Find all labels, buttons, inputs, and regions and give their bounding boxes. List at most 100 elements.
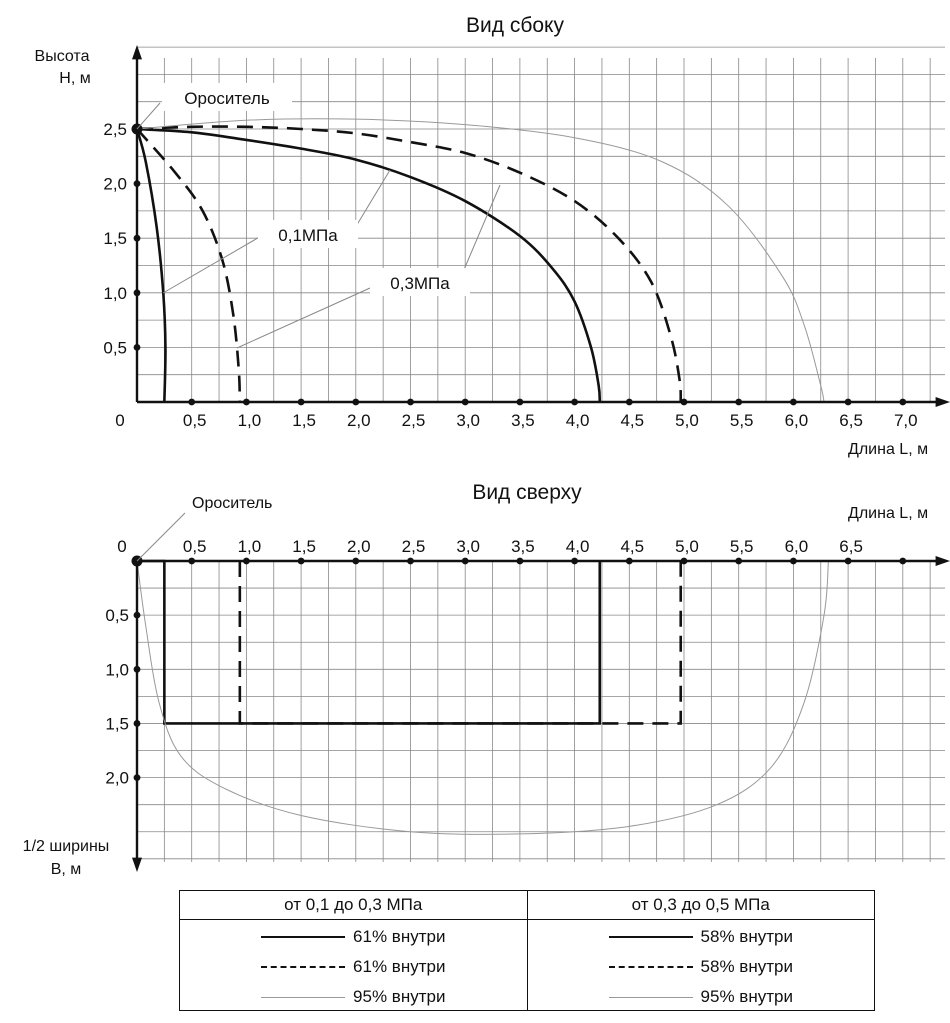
y-tick-label: 2,0	[105, 769, 129, 788]
y-tick-label: 1,0	[103, 284, 127, 303]
axis-tick-dot	[133, 344, 141, 351]
x-tick-label: 5,5	[730, 537, 754, 556]
axis-tick-dot	[188, 557, 196, 565]
axis-tick-dot	[352, 557, 360, 565]
series-dashed-line	[136, 125, 683, 403]
legend-row: 95% внутри 95% внутри	[179, 980, 875, 1011]
series-solid-line	[135, 128, 167, 403]
pressure-label-high: 0,3МПа	[390, 274, 450, 293]
x-tick-label: 0,5	[183, 411, 207, 430]
axis-tick-dot	[735, 557, 743, 565]
x-axis-label: Длина L, м	[848, 505, 928, 522]
x-tick-label: 4,0	[566, 411, 590, 430]
legend-table: от 0,1 до 0,3 МПа от 0,3 до 0,5 МПа 61% …	[179, 890, 875, 1011]
axis-tick-dot	[735, 398, 743, 406]
axis-tick-dot	[516, 557, 524, 565]
axis-tick-dot	[680, 557, 688, 565]
x-tick-label: 5,0	[675, 537, 699, 556]
axis-tick-dot	[571, 398, 578, 406]
origin-label: 0	[117, 537, 126, 556]
x-tick-label: 1,5	[292, 537, 316, 556]
side-view-chart: 0,5 1,0 1,5 2,0 2,5 3,0 3,5 4,0 4,5 5,0 5,5 6,0 6,5 7…	[35, 14, 950, 458]
legend-row: 61% внутри 58% внутри	[179, 919, 875, 950]
series-dashed-line	[136, 128, 242, 403]
x-tick-label: 2,5	[402, 411, 426, 430]
chart-title: Вид сбоку	[466, 14, 564, 37]
dashed-line-swatch	[261, 966, 346, 968]
series-dashed-line	[238, 561, 683, 725]
sprinkler-label: Ороситель	[184, 89, 270, 108]
origin-label: 0	[115, 411, 124, 430]
x-tick-label: 6,0	[785, 537, 809, 556]
x-tick-label: 6,5	[839, 411, 863, 430]
axis-tick-dot	[133, 180, 141, 188]
axis-tick-dot	[844, 557, 852, 565]
x-tick-label: 1,5	[292, 411, 316, 430]
axis-tick-dot	[571, 557, 578, 565]
x-tick-label: 1,0	[238, 411, 262, 430]
x-tick-label: 5,5	[730, 411, 754, 430]
legend-row: 61% внутри 58% внутри	[179, 950, 875, 980]
series-thin-line	[136, 118, 825, 403]
sprinkler-label-bg	[162, 83, 292, 111]
axis-arrow	[935, 556, 950, 566]
y-axis-label: Высота	[35, 48, 90, 65]
x-tick-label: 3,5	[511, 537, 535, 556]
legend-entry: 58% внутри	[700, 927, 793, 946]
sprinkler-label: Ороситель	[192, 495, 272, 512]
axis-tick-dot	[133, 774, 141, 781]
y-tick-label: 2,0	[103, 175, 127, 194]
x-tick-label: 2,0	[347, 537, 371, 556]
leader-line	[354, 169, 391, 229]
solid-line-swatch	[608, 936, 693, 938]
x-tick-label: 3,5	[511, 411, 535, 430]
axis-tick-dot	[133, 289, 141, 297]
axis-tick-dot	[243, 398, 250, 406]
legend-entry: 58% внутри	[700, 957, 793, 976]
thin-line-swatch	[261, 996, 346, 998]
axis-tick-dot	[243, 557, 250, 565]
axis-tick-dot	[133, 720, 141, 727]
leader-line	[136, 512, 186, 562]
axis-tick-dot	[844, 398, 852, 406]
axis-tick-dot	[461, 557, 469, 565]
y-tick-label: 0,5	[105, 606, 129, 625]
y-axis-label: H, м	[59, 70, 90, 87]
x-tick-label: 2,5	[402, 537, 426, 556]
x-tick-label: 4,5	[620, 537, 644, 556]
thin-line-swatch	[608, 996, 693, 998]
pressure-label-low-bg	[258, 220, 358, 248]
legend-header-low-pressure: от 0,1 до 0,3 МПа	[179, 890, 528, 920]
top-view-chart: 0,5 1,0 1,5 2,0 2,5 3,0 3,5 4,0 4,5 5,0 5,5 6,0 6,5 0…	[23, 481, 950, 878]
leader-line	[136, 102, 161, 130]
legend-entry: 95% внутри	[353, 987, 446, 1007]
axis-tick-dot	[899, 398, 907, 406]
x-tick-label: 0,5	[183, 537, 207, 556]
legend-header-high-pressure: от 0,3 до 0,5 МПа	[526, 890, 875, 920]
y-tick-label: 1,5	[103, 229, 127, 248]
chart-title: Вид сверху	[472, 481, 582, 504]
y-axis-label: 1/2 ширины	[23, 838, 110, 855]
y-tick-label: 2,5	[103, 120, 127, 139]
axis-tick-dot	[352, 398, 360, 406]
axis-tick-dot	[625, 557, 633, 565]
legend-entry: 61% внутри	[353, 957, 446, 976]
axis-tick-dot	[680, 398, 688, 406]
axis-tick-dot	[790, 557, 797, 565]
y-axis-label: B, м	[51, 861, 82, 878]
axis-tick-dot	[516, 398, 524, 406]
leader-line	[162, 234, 264, 294]
x-tick-label: 3,0	[456, 537, 480, 556]
y-tick-label: 1,0	[105, 660, 129, 679]
axis-arrow	[935, 397, 950, 407]
x-axis-label: Длина L, м	[848, 441, 928, 458]
x-tick-label: 7,0	[894, 411, 918, 430]
axis-tick-dot	[297, 557, 305, 565]
axis-tick-dot	[407, 398, 414, 406]
axis-tick-dot	[188, 398, 196, 406]
x-tick-label: 1,0	[238, 537, 262, 556]
solid-line-swatch	[261, 936, 346, 938]
axis-tick-dot	[899, 557, 907, 565]
pressure-label-low: 0,1МПа	[278, 226, 338, 245]
